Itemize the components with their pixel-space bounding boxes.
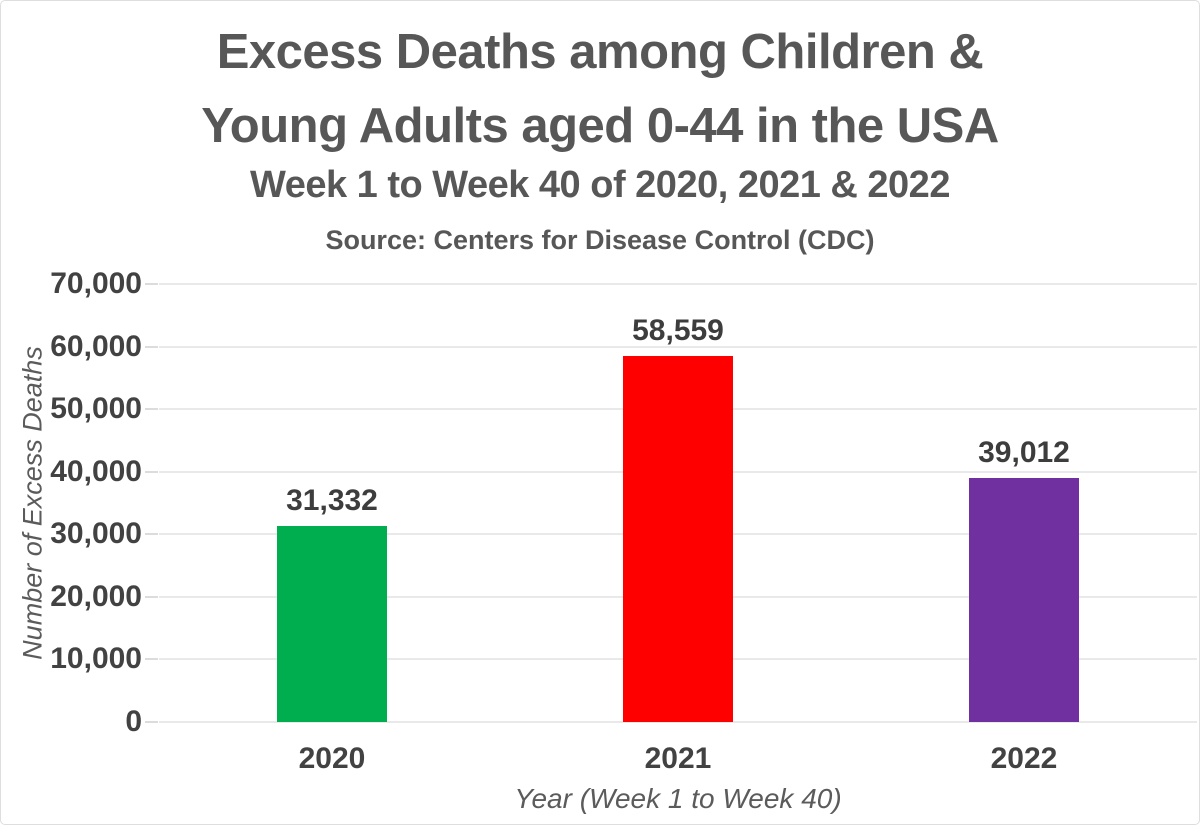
x-tick-label-2020: 2020 <box>298 742 366 775</box>
bar-2022 <box>969 477 1079 722</box>
x-tick-label-2021: 2021 <box>644 742 712 775</box>
y-tick-mark-60000 <box>145 345 158 348</box>
gridline-70000 <box>159 283 1197 285</box>
gridline-0 <box>159 721 1197 723</box>
y-tick-label-10000: 10,000 <box>50 642 142 676</box>
chart-source: Source: Centers for Disease Control (CDC… <box>325 225 875 255</box>
y-tick-mark-20000 <box>145 595 158 598</box>
y-tick-mark-50000 <box>145 408 158 411</box>
y-tick-mark-10000 <box>145 658 158 661</box>
bar-2021 <box>623 355 733 722</box>
x-tick-label-2022: 2022 <box>990 742 1058 775</box>
y-tick-label-40000: 40,000 <box>50 454 142 488</box>
y-tick-mark-0 <box>145 721 158 723</box>
y-tick-label-70000: 70,000 <box>50 267 142 300</box>
y-tick-mark-30000 <box>145 533 158 536</box>
bar-value-label-2021: 58,559 <box>632 313 724 347</box>
bar-value-label-2020: 31,332 <box>286 483 378 517</box>
y-tick-mark-40000 <box>145 470 158 473</box>
gridline-60000 <box>159 345 1197 348</box>
chart-title-line-1: Excess Deaths among Children & <box>216 25 984 79</box>
y-tick-label-0: 0 <box>125 705 142 738</box>
plot-area: 31,332 58,559 39,012 <box>159 283 1197 723</box>
y-tick-mark-70000 <box>145 283 158 285</box>
bar-value-label-2022: 39,012 <box>978 435 1070 469</box>
chart-subtitle: Week 1 to Week 40 of 2020, 2021 & 2022 <box>250 164 950 206</box>
bar-2020 <box>277 525 387 722</box>
x-axis-title: Year (Week 1 to Week 40) <box>514 783 842 814</box>
y-tick-label-30000: 30,000 <box>50 517 142 551</box>
y-tick-label-20000: 20,000 <box>50 579 142 613</box>
chart-title: Excess Deaths among Children & Young Adu… <box>1 15 1199 163</box>
chart-title-line-2: Young Adults aged 0-44 in the USA <box>201 99 999 153</box>
y-tick-label-60000: 60,000 <box>50 329 142 363</box>
y-tick-label-50000: 50,000 <box>50 392 142 426</box>
